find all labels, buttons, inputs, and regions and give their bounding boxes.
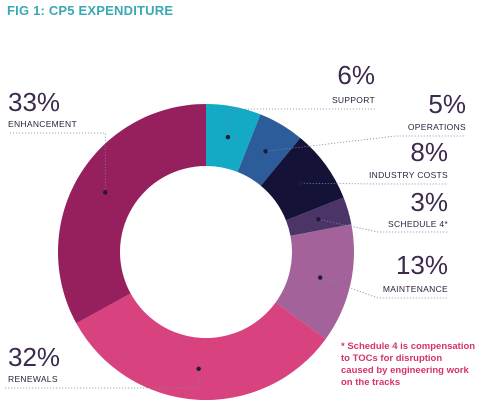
slice-marker-operations <box>263 149 268 154</box>
category-label-maintenance: MAINTENANCE <box>383 284 448 294</box>
percent-label-renewals: 32% <box>8 342 60 372</box>
slice-support <box>206 104 261 173</box>
slice-industry-costs <box>260 137 344 221</box>
slice-marker-enhancement <box>103 190 108 195</box>
percent-label-industry-costs: 8% <box>410 137 448 167</box>
slice-maintenance <box>275 224 354 339</box>
leader-line-support <box>227 108 375 138</box>
percent-label-schedule-4: 3% <box>410 187 448 217</box>
slice-marker-support <box>225 134 231 140</box>
chart-title: FIG 1: CP5 EXPENDITURE <box>7 3 174 18</box>
slice-operations <box>237 114 301 186</box>
category-label-renewals: RENEWALS <box>8 374 58 384</box>
percent-label-enhancement: 33% <box>8 87 60 117</box>
percent-label-maintenance: 13% <box>396 250 448 280</box>
slice-marker-schedule-4 <box>316 217 321 222</box>
slice-marker-industry-costs <box>298 181 303 186</box>
category-label-operations: OPERATIONS <box>408 122 466 132</box>
schedule-4-footnote: * Schedule 4 is compensation to TOCs for… <box>341 341 476 388</box>
slice-enhancement <box>58 104 206 324</box>
percent-label-support: 6% <box>337 60 375 90</box>
slice-schedule-4 <box>285 197 352 236</box>
category-label-schedule-4: SCHEDULE 4* <box>388 219 448 229</box>
slice-marker-maintenance <box>317 275 323 280</box>
slice-marker-renewals <box>196 366 201 371</box>
category-label-industry-costs: INDUSTRY COSTS <box>369 170 448 180</box>
category-label-support: SUPPORT <box>332 95 375 105</box>
percent-label-operations: 5% <box>428 89 466 119</box>
category-label-enhancement: ENHANCEMENT <box>8 119 77 129</box>
slice-renewals <box>76 293 326 401</box>
